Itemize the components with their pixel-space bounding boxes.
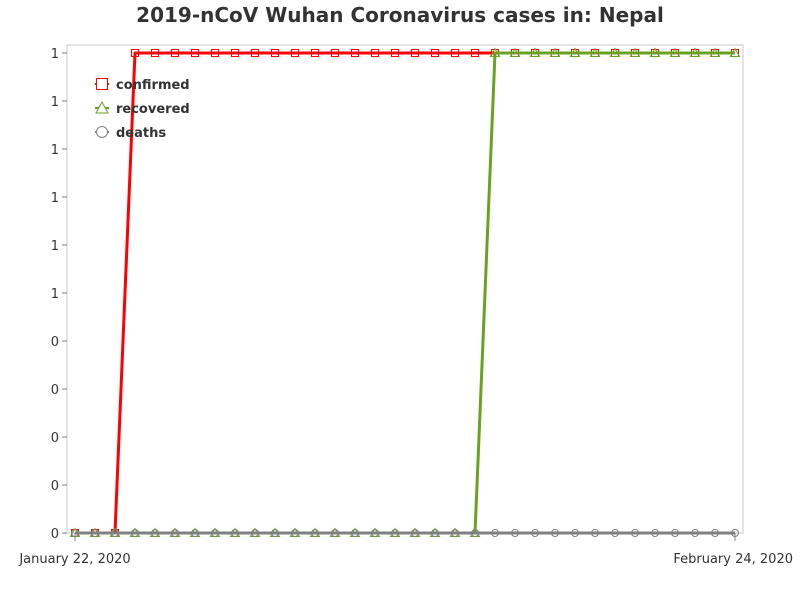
data-point-deaths — [491, 529, 499, 537]
data-point-confirmed — [251, 49, 259, 57]
legend: confirmed recovered deaths — [95, 78, 190, 141]
data-point-confirmed — [331, 49, 339, 57]
y-tick-label: 1 — [51, 95, 59, 110]
legend-marker-circle — [96, 126, 108, 138]
data-point-deaths — [591, 529, 599, 537]
data-point-confirmed — [291, 49, 299, 57]
data-point-deaths — [411, 529, 419, 537]
legend-item-recovered: recovered — [95, 100, 190, 117]
y-tick-label: 0 — [51, 335, 59, 350]
data-point-recovered — [649, 47, 661, 57]
plot-frame — [66, 44, 744, 534]
data-point-deaths — [551, 529, 559, 537]
data-point-deaths — [331, 529, 339, 537]
data-point-deaths — [571, 529, 579, 537]
data-point-deaths — [151, 529, 159, 537]
data-point-deaths — [731, 529, 739, 537]
data-point-confirmed — [371, 49, 379, 57]
data-point-recovered — [529, 47, 541, 57]
data-point-recovered — [709, 47, 721, 57]
data-point-deaths — [71, 529, 79, 537]
legend-item-deaths: deaths — [95, 126, 166, 141]
series-deaths — [71, 529, 739, 537]
data-point-deaths — [471, 529, 479, 537]
data-point-deaths — [171, 529, 179, 537]
data-point-confirmed — [411, 49, 419, 57]
data-point-confirmed — [391, 49, 399, 57]
data-point-deaths — [211, 529, 219, 537]
legend-label: recovered — [116, 102, 190, 117]
y-tick-label: 0 — [51, 527, 59, 542]
legend-label: confirmed — [116, 78, 190, 93]
data-point-recovered — [729, 47, 741, 57]
data-point-confirmed — [351, 49, 359, 57]
legend-label: deaths — [116, 126, 166, 141]
data-point-confirmed — [311, 49, 319, 57]
data-point-deaths — [191, 529, 199, 537]
x-tick-label: January 22, 2020 — [18, 552, 130, 567]
data-point-recovered — [689, 47, 701, 57]
y-tick-label: 1 — [51, 239, 59, 254]
data-point-confirmed — [271, 49, 279, 57]
x-axis: January 22, 2020 February 24, 2020 — [18, 533, 793, 567]
data-point-deaths — [131, 529, 139, 537]
data-point-deaths — [711, 529, 719, 537]
y-tick-label: 0 — [51, 479, 59, 494]
data-point-deaths — [291, 529, 299, 537]
x-tick-label: February 24, 2020 — [673, 552, 793, 567]
data-point-deaths — [451, 529, 459, 537]
data-point-recovered — [489, 47, 501, 57]
data-point-deaths — [351, 529, 359, 537]
data-point-confirmed — [151, 49, 159, 57]
data-point-deaths — [631, 529, 639, 537]
data-point-deaths — [111, 529, 119, 537]
data-point-deaths — [611, 529, 619, 537]
data-point-confirmed — [171, 49, 179, 57]
data-point-deaths — [371, 529, 379, 537]
y-tick-label: 0 — [51, 383, 59, 398]
data-point-deaths — [691, 529, 699, 537]
data-point-confirmed — [211, 49, 219, 57]
y-tick-label: 0 — [51, 431, 59, 446]
data-point-deaths — [511, 529, 519, 537]
data-point-recovered — [669, 47, 681, 57]
data-point-confirmed — [231, 49, 239, 57]
legend-marker-square — [96, 78, 108, 90]
data-point-recovered — [569, 47, 581, 57]
data-point-recovered — [589, 47, 601, 57]
y-tick-label: 1 — [51, 47, 59, 62]
data-point-deaths — [671, 529, 679, 537]
legend-item-confirmed: confirmed — [95, 78, 190, 93]
data-point-confirmed — [471, 49, 479, 57]
data-point-deaths — [391, 529, 399, 537]
data-point-deaths — [251, 529, 259, 537]
data-point-confirmed — [191, 49, 199, 57]
series-layer — [69, 47, 741, 537]
y-tick-label: 1 — [51, 287, 59, 302]
data-point-deaths — [431, 529, 439, 537]
chart-title: 2019-nCoV Wuhan Coronavirus cases in: Ne… — [136, 3, 664, 27]
legend-marker-triangle — [95, 100, 109, 114]
data-point-deaths — [91, 529, 99, 537]
data-point-confirmed — [451, 49, 459, 57]
data-point-confirmed — [431, 49, 439, 57]
data-point-recovered — [609, 47, 621, 57]
y-tick-label: 1 — [51, 191, 59, 206]
data-point-deaths — [311, 529, 319, 537]
data-point-deaths — [271, 529, 279, 537]
data-point-deaths — [651, 529, 659, 537]
y-tick-label: 1 — [51, 143, 59, 158]
data-point-deaths — [231, 529, 239, 537]
data-point-confirmed — [131, 49, 139, 57]
data-point-recovered — [629, 47, 641, 57]
y-axis: 0 0 0 0 0 1 1 1 1 1 1 — [51, 47, 67, 542]
data-point-deaths — [531, 529, 539, 537]
data-point-recovered — [509, 47, 521, 57]
data-point-recovered — [549, 47, 561, 57]
